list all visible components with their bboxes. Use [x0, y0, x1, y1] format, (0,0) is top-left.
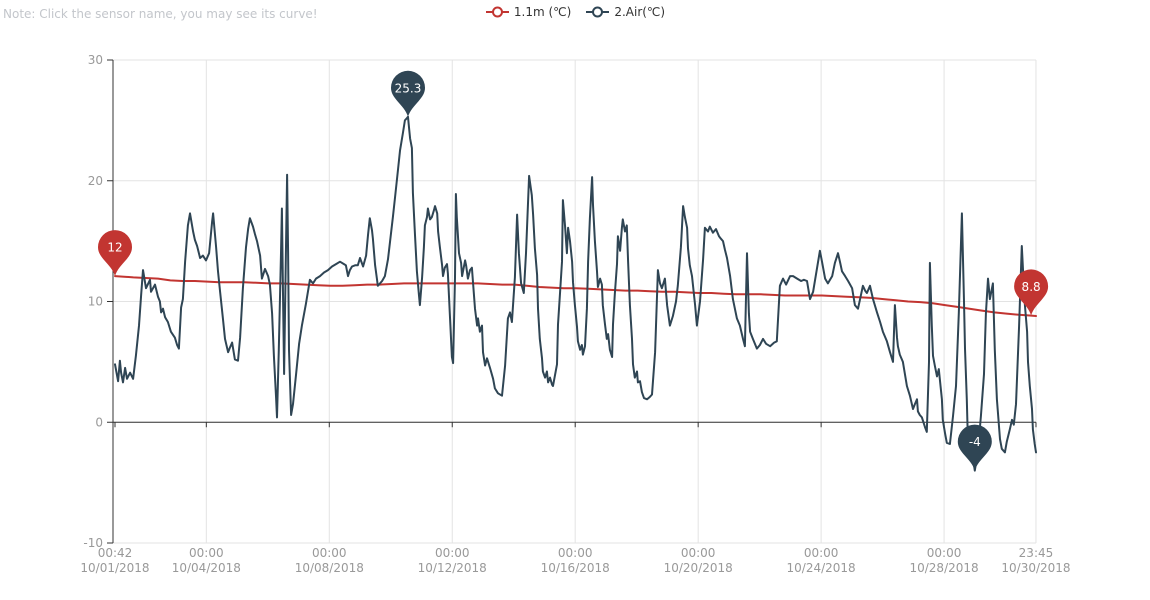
x-axis-label-date: 10/04/2018 [172, 561, 241, 575]
x-axis-label-time: 00:00 [435, 546, 470, 560]
x-axis-label-time: 23:45 [1019, 546, 1054, 560]
series-line-2-air[interactable] [114, 115, 1037, 472]
y-axis-label: 0 [95, 415, 103, 429]
legend-label-2-air: 2.Air(℃) [614, 5, 666, 19]
markpoint-min-pin: 8.8 [1014, 269, 1049, 316]
y-axis-label: 10 [88, 295, 103, 309]
x-axis-label-time: 00:00 [927, 546, 962, 560]
x-axis-label-time: 00:00 [558, 546, 593, 560]
markpoint-max-pin: 12 [98, 230, 132, 277]
y-axis-label: -10 [83, 536, 103, 550]
x-axis-label-time: 00:00 [681, 546, 716, 560]
x-axis-label-date: 10/12/2018 [418, 561, 487, 575]
markpoint-label: 25.3 [395, 81, 422, 95]
x-axis-label-date: 10/08/2018 [295, 561, 364, 575]
markpoint-min-pin: -4 [957, 424, 992, 471]
x-axis-label-date: 10/01/2018 [80, 561, 149, 575]
x-axis-label-time: 00:00 [312, 546, 347, 560]
x-axis-label-date: 10/30/2018 [1001, 561, 1070, 575]
x-axis-label-time: 00:42 [98, 546, 133, 560]
line-series-marker-icon [586, 6, 610, 18]
y-axis-label: 20 [88, 174, 103, 188]
markpoint-label: 12 [107, 241, 122, 255]
legend-item-2-air[interactable]: 2.Air(℃) [585, 5, 665, 19]
legend-item-1-1m[interactable]: 1.1m (℃) [485, 5, 571, 19]
x-axis-label-time: 00:00 [804, 546, 839, 560]
markpoint-max-pin: 25.3 [391, 70, 425, 117]
x-axis-label-date: 10/24/2018 [787, 561, 856, 575]
markpoint-label: -4 [969, 435, 981, 449]
x-axis-label-time: 00:00 [189, 546, 224, 560]
legend: 1.1m (℃) 2.Air(℃) [0, 5, 1150, 19]
y-axis-label: 30 [88, 53, 103, 67]
x-axis-label-date: 10/28/2018 [909, 561, 978, 575]
series-line-1-1m[interactable] [114, 275, 1037, 317]
markpoint-label: 8.8 [1022, 280, 1041, 294]
note-text: Note: Click the sensor name, you may see… [3, 7, 318, 21]
line-series-marker-icon [485, 6, 509, 18]
legend-label-1-1m: 1.1m (℃) [513, 5, 572, 19]
x-axis-label-date: 10/20/2018 [664, 561, 733, 575]
x-axis-label-date: 10/16/2018 [541, 561, 610, 575]
